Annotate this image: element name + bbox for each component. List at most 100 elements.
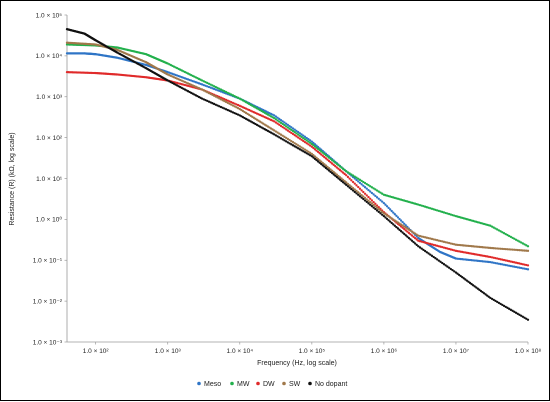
data-point bbox=[516, 261, 519, 265]
y-tick-label: 1.0 × 10² bbox=[36, 135, 63, 142]
data-point bbox=[327, 156, 331, 159]
data-point bbox=[279, 121, 283, 124]
data-point bbox=[502, 232, 506, 235]
data-point bbox=[307, 150, 310, 153]
data-point bbox=[384, 216, 387, 219]
data-point bbox=[281, 125, 284, 129]
data-point bbox=[430, 254, 434, 257]
data-point bbox=[273, 129, 276, 132]
data-point bbox=[211, 93, 214, 97]
data-point bbox=[329, 170, 332, 174]
data-point bbox=[367, 195, 370, 199]
data-point bbox=[490, 297, 494, 301]
data-point bbox=[442, 263, 446, 266]
data-point bbox=[418, 246, 422, 249]
data-point bbox=[446, 241, 449, 244]
data-point bbox=[348, 172, 351, 175]
data-point bbox=[335, 166, 338, 169]
data-point bbox=[321, 151, 324, 154]
data-point bbox=[504, 232, 507, 236]
data-point bbox=[489, 296, 492, 300]
data-point bbox=[499, 247, 502, 250]
data-point bbox=[374, 194, 377, 198]
data-point bbox=[489, 224, 492, 227]
data-point bbox=[276, 135, 279, 138]
data-point bbox=[298, 145, 301, 148]
data-point bbox=[509, 264, 513, 268]
data-point bbox=[298, 132, 301, 135]
data-point bbox=[345, 183, 348, 186]
data-point bbox=[501, 231, 504, 234]
data-point bbox=[298, 134, 301, 137]
data-point bbox=[331, 162, 334, 165]
data-point bbox=[204, 98, 207, 102]
data-point bbox=[283, 135, 286, 138]
data-point bbox=[494, 227, 497, 230]
data-point bbox=[308, 144, 312, 147]
data-point bbox=[370, 202, 374, 205]
data-point bbox=[439, 245, 442, 248]
data-point bbox=[369, 201, 372, 204]
data-point bbox=[307, 140, 310, 143]
data-point bbox=[420, 240, 423, 243]
data-point bbox=[365, 198, 368, 201]
data-point bbox=[407, 236, 411, 240]
data-point bbox=[375, 189, 379, 192]
data-point bbox=[212, 85, 216, 88]
data-point bbox=[432, 243, 435, 247]
data-point bbox=[494, 247, 497, 250]
data-point bbox=[382, 201, 386, 205]
data-point bbox=[305, 152, 308, 155]
data-point bbox=[293, 142, 296, 145]
data-point bbox=[298, 148, 301, 151]
data-point bbox=[360, 193, 363, 197]
data-point bbox=[316, 160, 320, 163]
data-point bbox=[293, 131, 296, 134]
data-point bbox=[307, 143, 310, 146]
legend-label: Meso bbox=[204, 381, 221, 388]
data-point bbox=[291, 144, 295, 147]
data-point bbox=[360, 189, 363, 192]
data-point bbox=[494, 257, 497, 260]
data-point bbox=[218, 97, 221, 100]
data-point bbox=[231, 94, 235, 97]
data-point bbox=[369, 197, 372, 200]
data-point bbox=[226, 108, 229, 112]
data-point bbox=[233, 111, 236, 115]
data-point bbox=[398, 228, 401, 231]
data-point bbox=[290, 128, 293, 132]
data-point bbox=[224, 100, 228, 104]
data-point bbox=[350, 179, 353, 182]
data-point bbox=[315, 146, 318, 149]
data-point bbox=[497, 301, 501, 305]
data-point bbox=[355, 184, 358, 187]
data-point bbox=[523, 267, 526, 270]
data-point bbox=[343, 182, 346, 185]
data-point bbox=[425, 236, 428, 239]
data-point bbox=[219, 88, 223, 91]
data-point bbox=[412, 235, 415, 239]
data-point bbox=[499, 302, 502, 305]
data-point bbox=[379, 207, 382, 210]
x-tick-label: 1.0 × 10⁶ bbox=[371, 348, 398, 355]
data-point bbox=[501, 258, 504, 261]
data-point bbox=[332, 173, 335, 176]
data-point bbox=[387, 219, 390, 222]
data-point bbox=[303, 151, 307, 154]
data-point bbox=[353, 188, 356, 191]
data-point bbox=[300, 149, 303, 152]
data-point bbox=[296, 133, 300, 136]
data-point bbox=[332, 160, 335, 163]
data-point bbox=[372, 200, 375, 204]
data-point bbox=[506, 248, 509, 251]
data-point bbox=[506, 233, 509, 237]
data-point bbox=[384, 203, 387, 206]
data-point bbox=[520, 266, 523, 270]
data-point bbox=[446, 265, 449, 268]
data-point bbox=[278, 123, 281, 126]
data-point bbox=[369, 185, 372, 188]
data-point bbox=[404, 224, 407, 227]
data-point bbox=[331, 171, 334, 175]
data-point bbox=[226, 91, 229, 94]
